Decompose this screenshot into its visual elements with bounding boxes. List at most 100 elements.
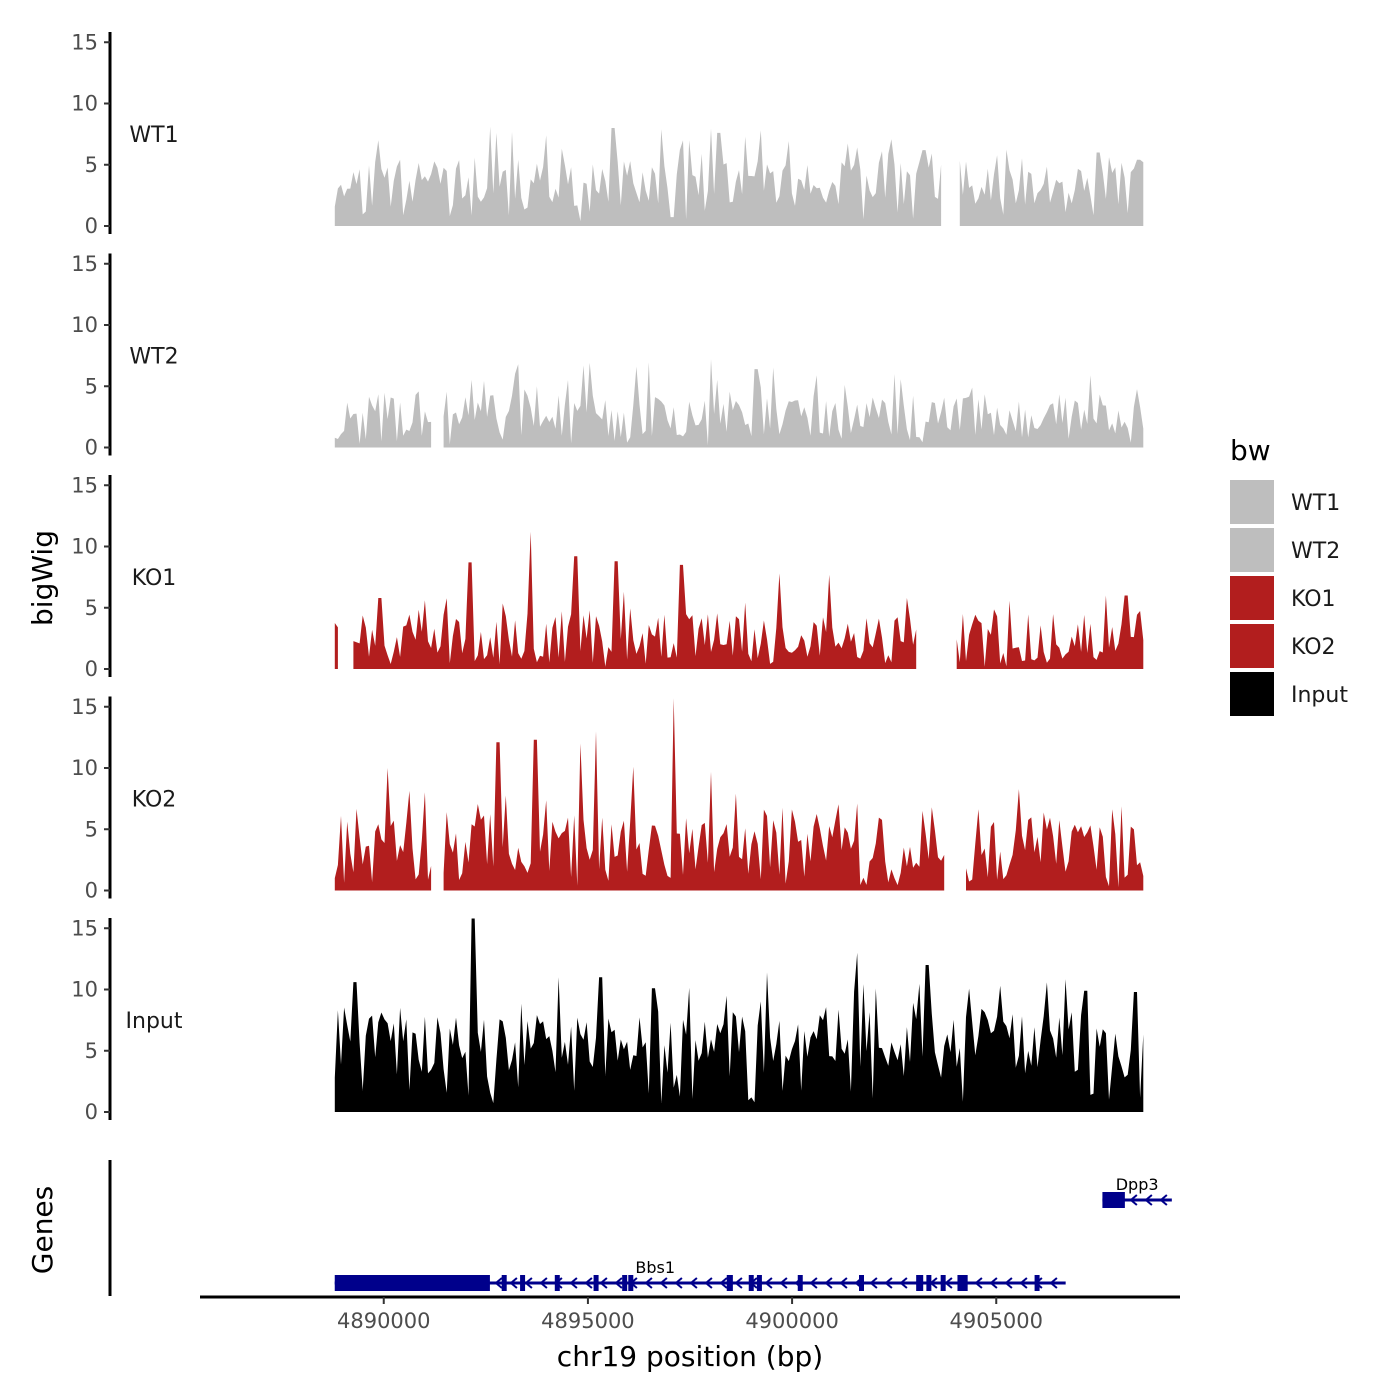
strand-arrow (869, 1277, 878, 1289)
gene-exon (520, 1275, 526, 1291)
strand-arrow (779, 1277, 788, 1289)
y-tick-label: 5 (85, 1039, 98, 1063)
strand-arrow (824, 1277, 833, 1289)
x-tick-label: 4890000 (337, 1309, 431, 1333)
gene-exon (501, 1275, 507, 1291)
y-tick-label: 15 (71, 30, 98, 54)
strand-arrow (1129, 1194, 1138, 1206)
x-tick-label: 4900000 (745, 1309, 839, 1333)
y-tick-label: 15 (71, 252, 98, 276)
coverage-area (334, 918, 1144, 1112)
gene-exon (918, 1275, 924, 1291)
y-tick-label: 5 (85, 596, 98, 620)
gene-exon (957, 1275, 968, 1291)
strand-arrow (704, 1277, 713, 1289)
strand-arrow (749, 1277, 758, 1289)
y-tick-label: 5 (85, 374, 98, 398)
strand-arrow (539, 1277, 548, 1289)
strand-arrow (1159, 1194, 1168, 1206)
strand-arrow (1004, 1277, 1013, 1289)
strand-arrow (524, 1277, 533, 1289)
legend-key (1230, 528, 1274, 572)
track-label: KO1 (132, 566, 177, 591)
coverage-tracks: 0 5 10 15 WT1 0 5 10 15 WT2 0 5 10 15 KO1 0 5 10 15 KO2 0 5 10… (71, 30, 1144, 1124)
y-tick-label: 10 (71, 92, 98, 116)
legend-label: KO1 (1291, 587, 1336, 612)
strand-arrow (959, 1277, 968, 1289)
track-ko2: 0 5 10 15 KO2 (71, 695, 1144, 903)
y-tick-label: 0 (85, 879, 98, 903)
track-label: Input (126, 1009, 183, 1034)
strand-arrow (1144, 1194, 1153, 1206)
gene-exon (622, 1275, 628, 1291)
track-label: WT1 (129, 123, 178, 148)
legend-label: WT2 (1291, 539, 1340, 564)
strand-arrow (899, 1277, 908, 1289)
y-tick-label: 5 (85, 153, 98, 177)
strand-arrow (569, 1277, 578, 1289)
coverage-area (959, 149, 1144, 226)
strand-arrow (659, 1277, 668, 1289)
gene-track: Bbs1 Dpp3 (108, 1160, 1172, 1296)
gene-exon (334, 1275, 490, 1291)
strand-arrow (989, 1277, 998, 1289)
legend-label: WT1 (1291, 491, 1340, 516)
strand-arrow (689, 1277, 698, 1289)
track-ko1: 0 5 10 15 KO1 (71, 473, 1144, 681)
strand-arrow (1019, 1277, 1028, 1289)
strand-arrow (839, 1277, 848, 1289)
x-tick-label: 4905000 (949, 1309, 1043, 1333)
strand-arrow (719, 1277, 728, 1289)
legend-key (1230, 624, 1274, 668)
strand-arrow (509, 1277, 518, 1289)
gene-bbs1: Bbs1 (334, 1258, 1066, 1291)
coverage-area (353, 531, 917, 669)
coverage-area (443, 359, 1144, 448)
track-label: KO2 (132, 788, 177, 813)
strand-arrow (854, 1277, 863, 1289)
gene-label: Bbs1 (635, 1258, 675, 1277)
strand-arrow (764, 1277, 773, 1289)
gene-exon (1102, 1192, 1125, 1208)
strand-arrow (674, 1277, 683, 1289)
strand-arrow (914, 1277, 923, 1289)
genes-axis-title: Genes (26, 1186, 59, 1274)
strand-arrow (794, 1277, 803, 1289)
y-tick-label: 10 (71, 313, 98, 337)
strand-arrow (809, 1277, 818, 1289)
y-tick-label: 5 (85, 817, 98, 841)
strand-arrow (614, 1277, 623, 1289)
legend-label: Input (1291, 683, 1348, 708)
coverage-area (334, 768, 432, 891)
strand-arrow (584, 1277, 593, 1289)
gene-exon (859, 1275, 864, 1291)
x-tick-label: 4895000 (541, 1309, 635, 1333)
legend-title: bw (1230, 434, 1271, 467)
gene-exon (593, 1275, 599, 1291)
coverage-area (966, 789, 1144, 891)
coverage-area (334, 391, 432, 448)
y-tick-label: 15 (71, 473, 98, 497)
y-tick-label: 15 (71, 916, 98, 940)
strand-arrow (734, 1277, 743, 1289)
y-tick-label: 0 (85, 657, 98, 681)
track-wt1: 0 5 10 15 WT1 (71, 30, 1144, 238)
y-axis-title: bigWig (26, 530, 59, 626)
gene-label: Dpp3 (1116, 1175, 1159, 1194)
x-axis-title: chr19 position (bp) (557, 1340, 823, 1373)
legend-key (1230, 576, 1274, 620)
track-wt2: 0 5 10 15 WT2 (71, 252, 1144, 460)
gene-exon (797, 1275, 803, 1291)
legend-key (1230, 480, 1274, 524)
strand-arrow (974, 1277, 983, 1289)
coverage-area (956, 595, 1144, 669)
strand-arrow (644, 1277, 653, 1289)
y-tick-label: 15 (71, 695, 98, 719)
y-tick-label: 0 (85, 214, 98, 238)
track-label: WT2 (129, 345, 178, 370)
track-input: 0 5 10 15 Input (71, 916, 1144, 1124)
legend-key (1230, 672, 1274, 716)
gene-exon (926, 1275, 932, 1291)
y-tick-label: 10 (71, 756, 98, 780)
y-tick-label: 0 (85, 1100, 98, 1124)
